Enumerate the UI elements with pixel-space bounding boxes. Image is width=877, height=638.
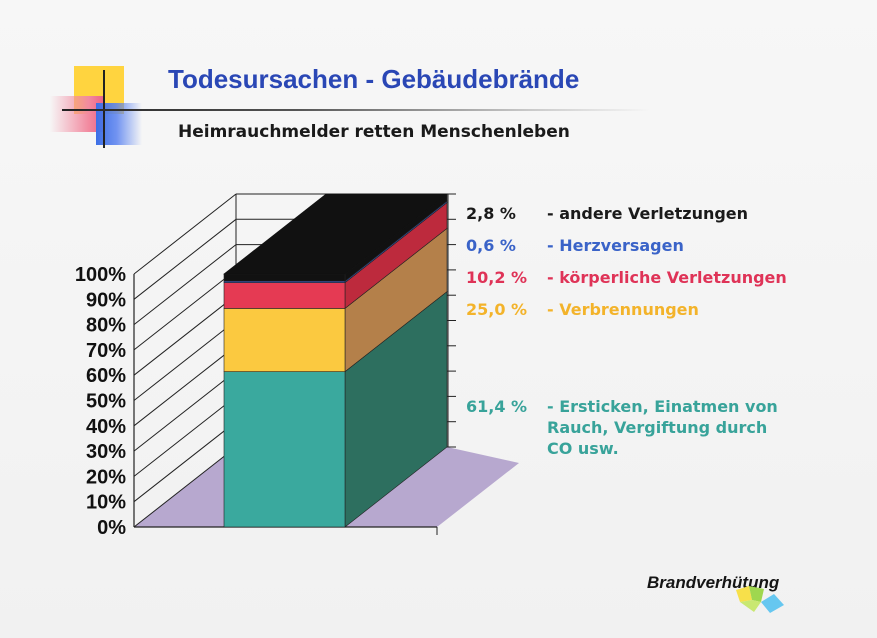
y-tick-label: 60% <box>86 365 126 387</box>
legend-label: - Ersticken, Einatmen von <box>547 397 778 416</box>
gridline-diagonal <box>133 320 237 401</box>
legend-value: 61,4 % <box>466 397 527 416</box>
legend-label: - Herzversagen <box>547 236 684 255</box>
deco-horizontal-line <box>62 109 650 111</box>
legend-value: 0,6 % <box>466 236 516 255</box>
legend-label: - körperliche Verletzungen <box>547 268 787 287</box>
gridline-diagonal <box>133 396 237 477</box>
y-tick-label: 10% <box>86 492 126 514</box>
y-tick-label: 30% <box>86 441 126 463</box>
legend-label: CO usw. <box>547 439 619 458</box>
slide-subtitle: Heimrauchmelder retten Menschenleben <box>178 122 570 142</box>
legend-value: 10,2 % <box>466 268 527 287</box>
brand-logo-icon <box>736 586 784 613</box>
y-tick-label: 100% <box>75 264 126 286</box>
legend-label: Rauch, Vergiftung durch <box>547 418 767 437</box>
bar-segment <box>223 282 346 309</box>
y-tick-label: 70% <box>86 340 126 362</box>
y-tick-label: 40% <box>86 416 126 438</box>
floor-right <box>345 447 519 527</box>
legend-label: - andere Verletzungen <box>547 204 748 223</box>
legend-value: 25,0 % <box>466 300 527 319</box>
y-tick-label: 0% <box>97 517 126 539</box>
gridline-diagonal <box>133 269 237 351</box>
bar-top-face <box>223 193 448 275</box>
y-tick-label: 50% <box>86 391 126 413</box>
bar-segment <box>223 308 346 372</box>
deco-pink-square <box>50 96 105 132</box>
legend-value: 2,8 % <box>466 204 516 223</box>
y-tick-label: 90% <box>86 289 126 311</box>
bar-segment <box>223 371 346 528</box>
y-tick-label: 20% <box>86 466 126 488</box>
gridline-diagonal <box>133 370 237 452</box>
gridline-diagonal <box>133 244 237 325</box>
legend-label: - Verbrennungen <box>547 300 699 319</box>
gridline-diagonal <box>133 345 237 427</box>
gridline-diagonal <box>133 193 237 275</box>
gridline-diagonal <box>133 421 237 503</box>
gridline-diagonal <box>133 446 237 528</box>
y-tick-label: 80% <box>86 315 126 337</box>
slide-title: Todesursachen - Gebäudebrände <box>168 64 580 94</box>
gridline-diagonal <box>133 294 237 376</box>
gridline-diagonal <box>133 218 237 300</box>
bar-segment <box>223 273 346 282</box>
